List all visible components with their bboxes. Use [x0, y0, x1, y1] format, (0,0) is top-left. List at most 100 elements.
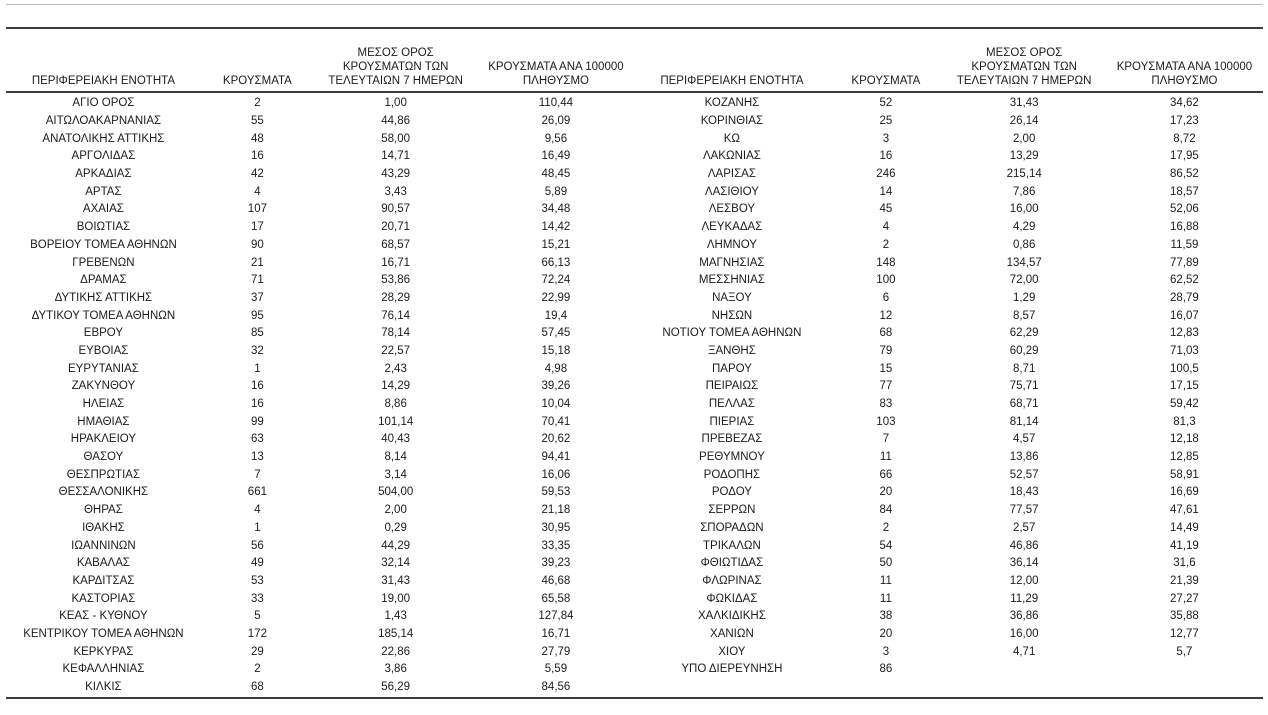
- per100k-cell: 10,04: [541, 398, 571, 411]
- table-row: ΗΡΑΚΛΕΙΟΥ 63 40,43 20,62: [6, 431, 635, 449]
- region-cell: ΑΙΤΩΛΟΑΚΑΡΝΑΝΙΑΣ: [45, 115, 162, 128]
- per100k-cell: 21,39: [1170, 574, 1199, 587]
- table-header-right: ΠΕΡΙΦΕΡΕΙΑΚΗ ΕΝΟΤΗΤΑ ΚΡΟΥΣΜΑΤΑ ΜΕΣΟΣ ΟΡΟ…: [635, 30, 1264, 91]
- cases-cell: 15: [879, 362, 893, 375]
- region-cell: ΠΕΙΡΑΙΩΣ: [705, 380, 759, 393]
- table-row: ΚΕΦΑΛΛΗΝΙΑΣ 2 3,86 5,59: [6, 661, 635, 679]
- per100k-cell: 16,69: [1170, 486, 1199, 499]
- avg7day-cell: 1,43: [384, 610, 407, 623]
- avg7day-cell: 134,57: [1006, 256, 1042, 269]
- per100k-cell: 72,24: [541, 274, 571, 287]
- cases-table-right: ΠΕΡΙΦΕΡΕΙΑΚΗ ΕΝΟΤΗΤΑ ΚΡΟΥΣΜΑΤΑ ΜΕΣΟΣ ΟΡΟ…: [635, 30, 1264, 696]
- table-row: ΚΙΛΚΙΣ 68 56,29 84,56: [6, 679, 635, 697]
- column-header-cases: ΚΡΟΥΣΜΑΤΑ: [222, 75, 292, 87]
- per100k-cell: 59,42: [1170, 398, 1199, 411]
- avg7day-cell: 36,14: [1009, 557, 1039, 570]
- region-cell: ΖΑΚΥΝΘΟΥ: [71, 380, 136, 393]
- cases-table-left: ΠΕΡΙΦΕΡΕΙΑΚΗ ΕΝΟΤΗΤΑ ΚΡΟΥΣΜΑΤΑ ΜΕΣΟΣ ΟΡΟ…: [6, 30, 635, 696]
- avg7day-cell: 0,29: [384, 521, 407, 534]
- per100k-cell: 26,09: [541, 115, 571, 128]
- per100k-cell: 71,03: [1170, 344, 1199, 357]
- table-row: ΛΕΣΒΟΥ 45 16,00 52,06: [635, 201, 1264, 219]
- per100k-cell: 127,84: [538, 610, 574, 623]
- avg7day-cell: 81,14: [1009, 415, 1039, 428]
- region-cell: ΡΟΔΟΠΗΣ: [703, 468, 761, 481]
- region-cell: ΑΓΙΟ ΟΡΟΣ: [72, 97, 135, 110]
- avg7day-cell: 504,00: [378, 486, 414, 499]
- per100k-cell: 17,95: [1170, 150, 1199, 163]
- per100k-cell: 28,79: [1170, 291, 1199, 304]
- table-row: ΛΑΡΙΣΑΣ 246 215,14 86,52: [635, 166, 1264, 184]
- avg7day-cell: 7,86: [1012, 185, 1036, 198]
- cases-cell: 95: [250, 309, 264, 322]
- region-cell: ΠΑΡΟΥ: [711, 362, 752, 375]
- region-cell: ΚΑΡΔΙΤΣΑΣ: [72, 574, 135, 587]
- cases-cell: 45: [879, 203, 893, 216]
- table-row: ΔΡΑΜΑΣ 71 53,86 72,24: [6, 272, 635, 290]
- table-row: ΤΡΙΚΑΛΩΝ 54 46,86 41,19: [635, 537, 1264, 555]
- avg7day-cell: 68,57: [381, 238, 411, 251]
- table-row: ΙΘΑΚΗΣ 1 0,29 30,95: [6, 520, 635, 538]
- cases-cell: 50: [879, 557, 893, 570]
- table-row: ΒΟΡΕΙΟΥ ΤΟΜΕΑ ΑΘΗΝΩΝ 90 68,57 15,21: [6, 237, 635, 255]
- per100k-cell: 57,45: [541, 327, 571, 340]
- avg7day-cell: 2,00: [1012, 132, 1036, 145]
- avg7day-cell: 16,00: [1009, 203, 1039, 216]
- per100k-cell: 48,45: [541, 168, 571, 181]
- table-row: ΛΑΣΙΘΙΟΥ 14 7,86 18,57: [635, 183, 1264, 201]
- per100k-cell: 16,49: [541, 150, 571, 163]
- table-row: ΝΑΞΟΥ 6 1,29 28,79: [635, 290, 1264, 308]
- table-row: ΑΡΤΑΣ 4 3,43 5,89: [6, 183, 635, 201]
- region-cell: ΚΩ: [723, 132, 741, 145]
- table-row: ΛΕΥΚΑΔΑΣ 4 4,29 16,88: [635, 219, 1264, 237]
- cases-cell: 1: [254, 362, 261, 375]
- region-cell: ΚΑΒΑΛΑΣ: [76, 557, 130, 570]
- table-row: ΝΟΤΙΟΥ ΤΟΜΕΑ ΑΘΗΝΩΝ 68 62,29 12,83: [635, 325, 1264, 343]
- table-row: ΜΕΣΣΗΝΙΑΣ 100 72,00 62,52: [635, 272, 1264, 290]
- cases-cell: 20: [879, 486, 893, 499]
- per100k-cell: 5,89: [544, 185, 568, 198]
- region-cell: ΝΟΤΙΟΥ ΤΟΜΕΑ ΑΘΗΝΩΝ: [662, 327, 802, 340]
- cases-cell: 38: [879, 610, 893, 623]
- region-cell: ΡΕΘΥΜΝΟΥ: [699, 451, 765, 464]
- region-cell: ΑΡΚΑΔΙΑΣ: [75, 168, 132, 181]
- avg7day-cell: 13,86: [1009, 451, 1039, 464]
- per100k-cell: 12,18: [1170, 433, 1199, 446]
- cases-cell: 63: [250, 433, 264, 446]
- cases-cell: 49: [250, 557, 264, 570]
- per100k-cell: 110,44: [538, 97, 574, 110]
- region-cell: ΜΕΣΣΗΝΙΑΣ: [698, 274, 765, 287]
- region-cell: ΑΝΑΤΟΛΙΚΗΣ ΑΤΤΙΚΗΣ: [42, 132, 165, 145]
- per100k-cell: 46,68: [541, 574, 571, 587]
- region-cell: ΗΡΑΚΛΕΙΟΥ: [70, 433, 137, 446]
- per100k-cell: 14,42: [541, 221, 571, 234]
- avg7day-cell: 2,00: [384, 504, 407, 517]
- table-row: ΦΘΙΩΤΙΔΑΣ 50 36,14 31,6: [635, 555, 1264, 573]
- per100k-cell: 34,62: [1170, 97, 1199, 110]
- cases-cell: 56: [250, 539, 264, 552]
- per100k-cell: 12,83: [1170, 327, 1199, 340]
- table-row: ΑΡΚΑΔΙΑΣ 42 43,29 48,45: [6, 166, 635, 184]
- table-row: ΠΕΙΡΑΙΩΣ 77 75,71 17,15: [635, 378, 1264, 396]
- avg7day-cell: 1,29: [1012, 291, 1036, 304]
- table-row: ΘΕΣΠΡΩΤΙΑΣ 7 3,14 16,06: [6, 466, 635, 484]
- table-row: ΡΟΔΟΠΗΣ 66 52,57 58,91: [635, 466, 1264, 484]
- cases-cell: 100: [876, 274, 896, 287]
- table-row: ΣΕΡΡΩΝ 84 77,57 47,61: [635, 502, 1264, 520]
- cases-cell: 12: [879, 309, 893, 322]
- per100k-cell: 34,48: [541, 203, 571, 216]
- column-header-avg7day: ΜΕΣΟΣ ΟΡΟΣ ΚΡΟΥΣΜΑΤΩΝ ΤΩΝ ΤΕΛΕΥΤΑΙΩΝ 7 Η…: [328, 47, 463, 87]
- per100k-cell: 12,85: [1170, 451, 1199, 464]
- cases-cell: 661: [247, 486, 267, 499]
- table-row: ΚΕΝΤΡΙΚΟΥ ΤΟΜΕΑ ΑΘΗΝΩΝ 172 185,14 16,71: [6, 626, 635, 644]
- table-row: ΝΗΣΩΝ 12 8,57 16,07: [635, 307, 1264, 325]
- avg7day-cell: 40,43: [381, 433, 411, 446]
- cases-tables: ΠΕΡΙΦΕΡΕΙΑΚΗ ΕΝΟΤΗΤΑ ΚΡΟΥΣΜΑΤΑ ΜΕΣΟΣ ΟΡΟ…: [6, 30, 1263, 696]
- table-row: ΑΡΓΟΛΙΔΑΣ 16 14,71 16,49: [6, 148, 635, 166]
- per100k-cell: 66,13: [541, 256, 571, 269]
- table-row: ΑΙΤΩΛΟΑΚΑΡΝΑΝΙΑΣ 55 44,86 26,09: [6, 113, 635, 131]
- cases-cell: 2: [882, 521, 890, 534]
- table-header-left: ΠΕΡΙΦΕΡΕΙΑΚΗ ΕΝΟΤΗΤΑ ΚΡΟΥΣΜΑΤΑ ΜΕΣΟΣ ΟΡΟ…: [6, 30, 635, 91]
- region-cell: ΚΙΛΚΙΣ: [85, 681, 122, 694]
- cases-cell: 107: [247, 203, 267, 216]
